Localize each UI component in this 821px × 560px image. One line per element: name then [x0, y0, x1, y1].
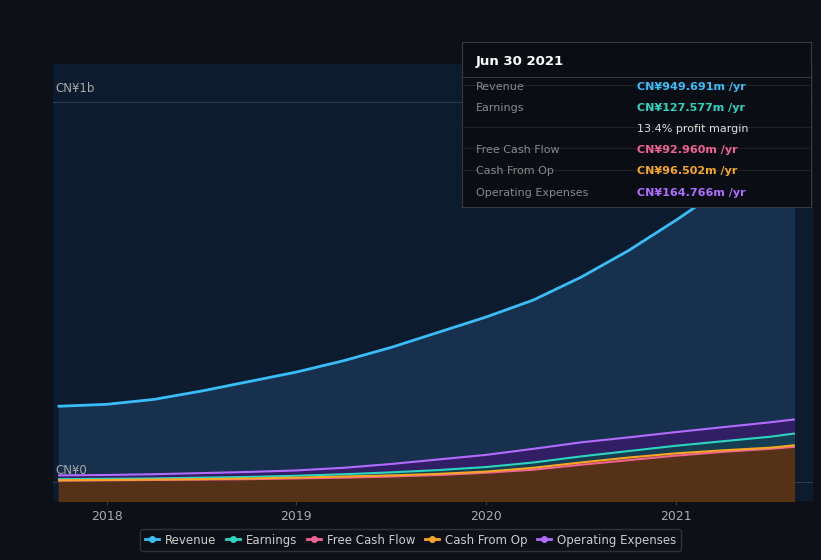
Text: CN¥92.960m /yr: CN¥92.960m /yr [637, 145, 737, 155]
Text: Earnings: Earnings [476, 103, 525, 113]
Text: Revenue: Revenue [476, 82, 525, 92]
Text: CN¥96.502m /yr: CN¥96.502m /yr [637, 166, 737, 176]
Text: Free Cash Flow: Free Cash Flow [476, 145, 560, 155]
Text: Cash From Op: Cash From Op [476, 166, 554, 176]
Text: CN¥164.766m /yr: CN¥164.766m /yr [637, 188, 745, 198]
Text: 13.4% profit margin: 13.4% profit margin [637, 124, 748, 134]
Text: CN¥949.691m /yr: CN¥949.691m /yr [637, 82, 745, 92]
Text: CN¥127.577m /yr: CN¥127.577m /yr [637, 103, 745, 113]
Text: Jun 30 2021: Jun 30 2021 [476, 55, 564, 68]
Text: Operating Expenses: Operating Expenses [476, 188, 589, 198]
Text: CN¥0: CN¥0 [56, 464, 87, 477]
Text: CN¥1b: CN¥1b [56, 82, 95, 95]
Legend: Revenue, Earnings, Free Cash Flow, Cash From Op, Operating Expenses: Revenue, Earnings, Free Cash Flow, Cash … [140, 529, 681, 551]
